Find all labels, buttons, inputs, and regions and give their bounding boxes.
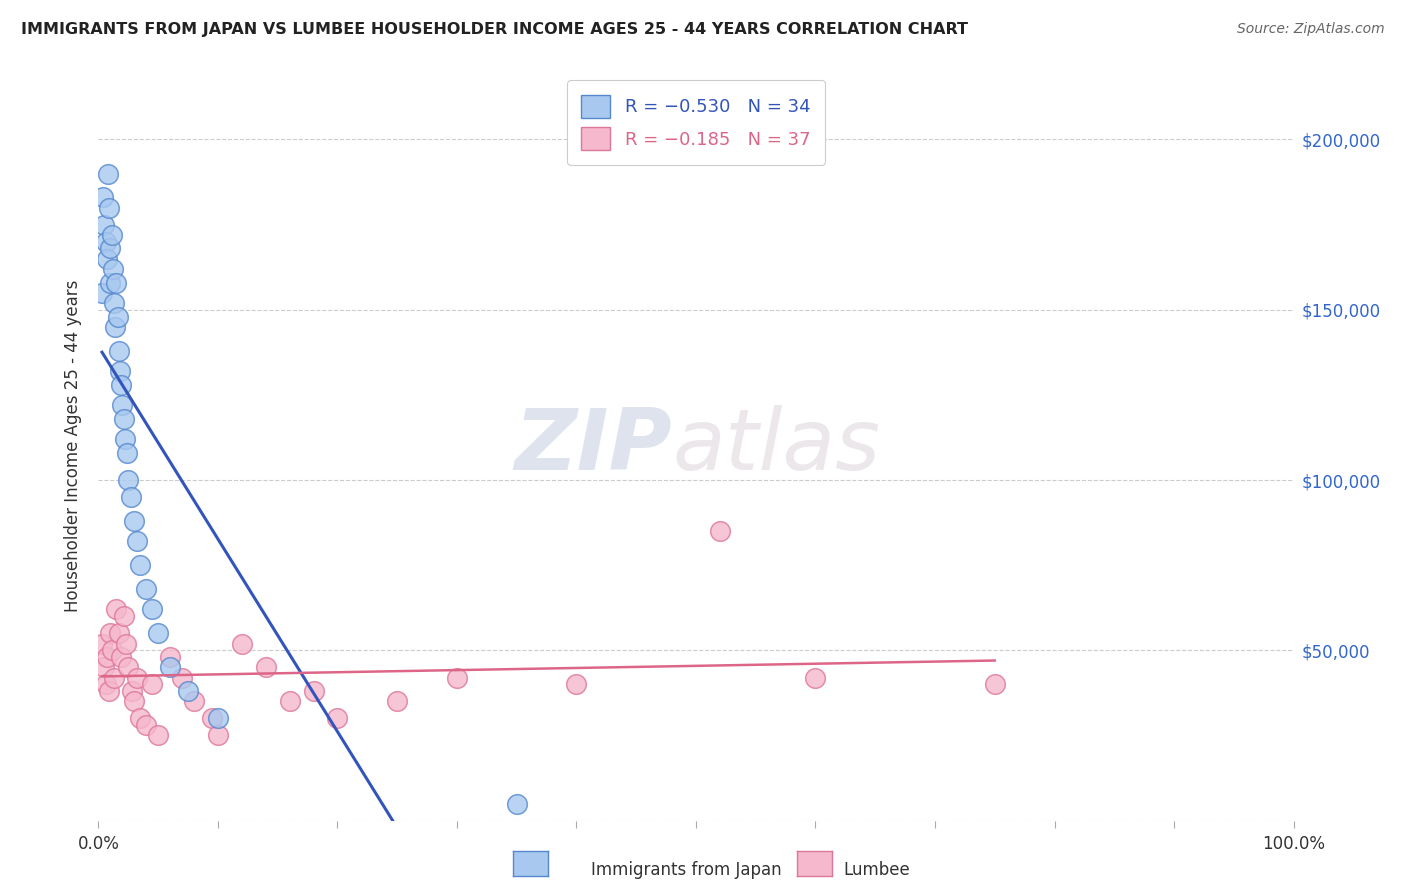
Point: [101, 261, 124, 276]
Point: [141, 602, 163, 616]
Point: [124, 694, 146, 708]
Point: [91, 190, 114, 204]
Point: [177, 684, 200, 698]
Text: IMMIGRANTS FROM JAPAN VS LUMBEE HOUSEHOLDER INCOME AGES 25 - 44 YEARS CORRELATIO: IMMIGRANTS FROM JAPAN VS LUMBEE HOUSEHOL…: [21, 22, 969, 37]
Text: ZIP: ZIP: [515, 404, 672, 488]
Point: [446, 671, 468, 685]
Point: [97, 167, 120, 181]
Point: [120, 490, 142, 504]
Legend: R = −0.530   N = 34, R = −0.185   N = 37: R = −0.530 N = 34, R = −0.185 N = 37: [567, 80, 825, 165]
Point: [124, 514, 146, 528]
Point: [98, 201, 121, 215]
Point: [207, 711, 229, 725]
Text: atlas: atlas: [672, 404, 880, 488]
Point: [135, 582, 157, 596]
Point: [148, 626, 170, 640]
Point: [129, 711, 152, 725]
Point: [278, 694, 301, 708]
Point: [183, 694, 205, 708]
Point: [129, 558, 152, 573]
Point: [114, 432, 136, 446]
Point: [107, 343, 129, 358]
Point: [96, 252, 118, 266]
Point: [103, 671, 125, 685]
Point: [98, 684, 121, 698]
Point: [103, 296, 125, 310]
Text: Source: ZipAtlas.com: Source: ZipAtlas.com: [1237, 22, 1385, 37]
Point: [107, 310, 129, 324]
Point: [125, 671, 148, 685]
Point: [141, 677, 163, 691]
Point: [117, 660, 139, 674]
Point: [231, 636, 253, 650]
Point: [172, 671, 194, 685]
Point: [108, 364, 131, 378]
Point: [98, 276, 122, 290]
Point: [110, 377, 132, 392]
Point: [201, 711, 224, 725]
Point: [385, 694, 409, 708]
Y-axis label: Householder Income Ages 25 - 44 years: Householder Income Ages 25 - 44 years: [65, 280, 83, 612]
Point: [93, 660, 115, 674]
Point: [112, 609, 135, 624]
Point: [115, 446, 138, 460]
Point: [207, 729, 229, 743]
Text: Immigrants from Japan: Immigrants from Japan: [591, 861, 782, 879]
Point: [112, 411, 135, 425]
Point: [804, 671, 827, 685]
Point: [709, 524, 731, 538]
Point: [148, 729, 170, 743]
Point: [125, 534, 148, 549]
Text: Lumbee: Lumbee: [844, 861, 910, 879]
Point: [159, 660, 181, 674]
Point: [110, 650, 132, 665]
Point: [159, 650, 181, 665]
Point: [506, 797, 529, 811]
Point: [117, 473, 139, 487]
Point: [94, 235, 117, 249]
Point: [135, 718, 157, 732]
Point: [302, 684, 325, 698]
Point: [107, 626, 129, 640]
Point: [93, 218, 115, 232]
Point: [91, 636, 114, 650]
Point: [115, 636, 138, 650]
Point: [104, 319, 127, 334]
Point: [984, 677, 1007, 691]
Point: [105, 276, 128, 290]
Point: [111, 398, 134, 412]
Point: [565, 677, 588, 691]
Point: [98, 626, 122, 640]
Point: [100, 227, 122, 242]
Point: [105, 602, 128, 616]
Point: [94, 677, 117, 691]
Point: [254, 660, 277, 674]
Point: [121, 684, 143, 698]
Point: [100, 643, 122, 657]
Point: [91, 285, 114, 300]
Point: [98, 242, 122, 256]
Point: [96, 650, 118, 665]
Point: [326, 711, 349, 725]
